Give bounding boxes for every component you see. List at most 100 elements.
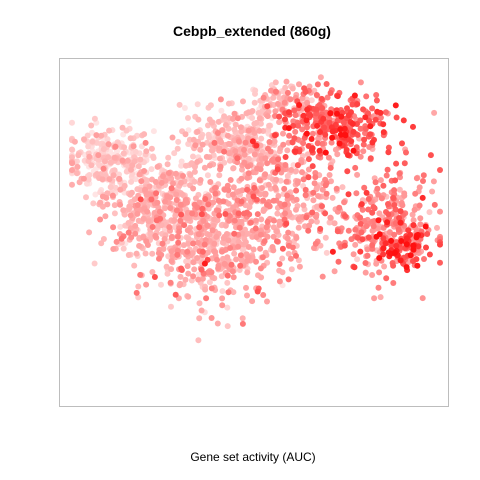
scatter-point <box>146 183 153 190</box>
scatter-point <box>364 246 371 253</box>
scatter-point <box>104 190 111 197</box>
scatter-point <box>266 122 273 129</box>
scatter-point <box>392 102 399 109</box>
scatter-point <box>100 165 107 172</box>
scatter-point <box>95 152 102 159</box>
scatter-point <box>176 101 183 108</box>
scatter-point <box>273 228 280 235</box>
scatter-point <box>143 148 150 155</box>
scatter-point <box>286 211 293 218</box>
scatter-point <box>215 197 222 204</box>
scatter-point <box>217 155 223 162</box>
scatter-point <box>364 252 371 259</box>
scatter-point <box>245 109 252 116</box>
scatter-point <box>231 126 238 133</box>
scatter-point <box>326 119 333 126</box>
scatter-point <box>385 211 392 218</box>
scatter-point <box>274 238 280 245</box>
scatter-point <box>230 165 237 172</box>
scatter-point <box>253 258 259 265</box>
scatter-point <box>311 180 318 187</box>
scatter-point <box>293 235 300 241</box>
scatter-point <box>137 156 144 163</box>
scatter-point <box>111 167 118 174</box>
scatter-point <box>218 107 225 114</box>
scatter-point <box>256 127 263 134</box>
scatter-point <box>162 198 168 205</box>
scatter-point <box>309 130 316 137</box>
scatter-point <box>334 228 341 235</box>
scatter-point <box>422 223 429 230</box>
scatter-point <box>120 150 127 157</box>
scatter-point <box>178 265 185 272</box>
scatter-point <box>344 168 351 175</box>
scatter-point <box>219 302 226 309</box>
scatter-point <box>140 215 147 222</box>
scatter-point <box>380 251 387 258</box>
scatter-point <box>401 190 408 197</box>
scatter-point <box>218 273 225 280</box>
scatter-point <box>357 220 364 227</box>
scatter-point <box>354 256 361 263</box>
scatter-point <box>287 96 294 103</box>
scatter-point <box>212 190 219 197</box>
plot-box <box>59 58 449 407</box>
scatter-point <box>89 138 96 145</box>
scatter-point <box>431 201 438 208</box>
scatter-point <box>315 193 322 199</box>
scatter-point <box>111 154 118 161</box>
scatter-point <box>104 136 111 143</box>
scatter-point <box>121 182 128 189</box>
scatter-point <box>286 132 293 139</box>
scatter-point <box>259 185 265 191</box>
scatter-point <box>168 258 175 264</box>
scatter-point <box>223 231 230 237</box>
scatter-point <box>195 231 202 238</box>
scatter-point <box>369 237 376 244</box>
scatter-point <box>128 166 134 173</box>
scatter-point <box>158 222 165 229</box>
scatter-point <box>262 171 269 178</box>
scatter-point <box>270 247 277 254</box>
scatter-point <box>159 240 166 247</box>
scatter-point <box>239 315 246 322</box>
scatter-point <box>141 131 148 138</box>
scatter-point <box>266 139 273 145</box>
scatter-point <box>149 269 156 275</box>
scatter-point <box>154 163 161 170</box>
scatter-point <box>410 217 417 224</box>
scatter-point <box>117 186 124 193</box>
scatter-point <box>237 124 244 131</box>
scatter-point <box>305 227 312 234</box>
scatter-point <box>252 225 259 232</box>
scatter-point <box>143 238 150 245</box>
scatter-point <box>383 275 390 282</box>
scatter-point <box>360 106 367 113</box>
scatter-point <box>135 217 142 224</box>
scatter-point <box>305 174 312 181</box>
scatter-point <box>429 188 436 195</box>
scatter-point <box>380 235 387 242</box>
scatter-point <box>354 101 361 108</box>
scatter-point <box>209 227 216 234</box>
scatter-point <box>208 315 215 321</box>
scatter-point <box>295 224 302 231</box>
scatter-point <box>345 152 351 159</box>
scatter-point <box>320 115 327 122</box>
scatter-point <box>317 129 323 135</box>
scatter-point <box>226 157 233 164</box>
scatter-point <box>293 196 300 203</box>
scatter-point <box>322 149 329 156</box>
scatter-point <box>312 240 319 247</box>
scatter-point <box>423 244 429 251</box>
scatter-point <box>134 202 141 208</box>
scatter-point <box>377 294 384 301</box>
scatter-point <box>183 258 190 265</box>
scatter-point <box>120 245 127 252</box>
scatter-point <box>85 176 92 183</box>
scatter-point <box>413 234 420 241</box>
scatter-point <box>235 210 242 217</box>
scatter-point <box>174 251 181 258</box>
scatter-point <box>167 205 174 211</box>
scatter-point <box>270 233 277 240</box>
